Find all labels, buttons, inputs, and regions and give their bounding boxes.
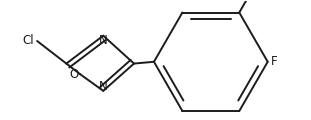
Text: N: N [99,34,108,47]
Text: Cl: Cl [23,33,34,47]
Text: O: O [69,68,78,81]
Text: F: F [271,55,277,68]
Text: N: N [99,80,108,93]
